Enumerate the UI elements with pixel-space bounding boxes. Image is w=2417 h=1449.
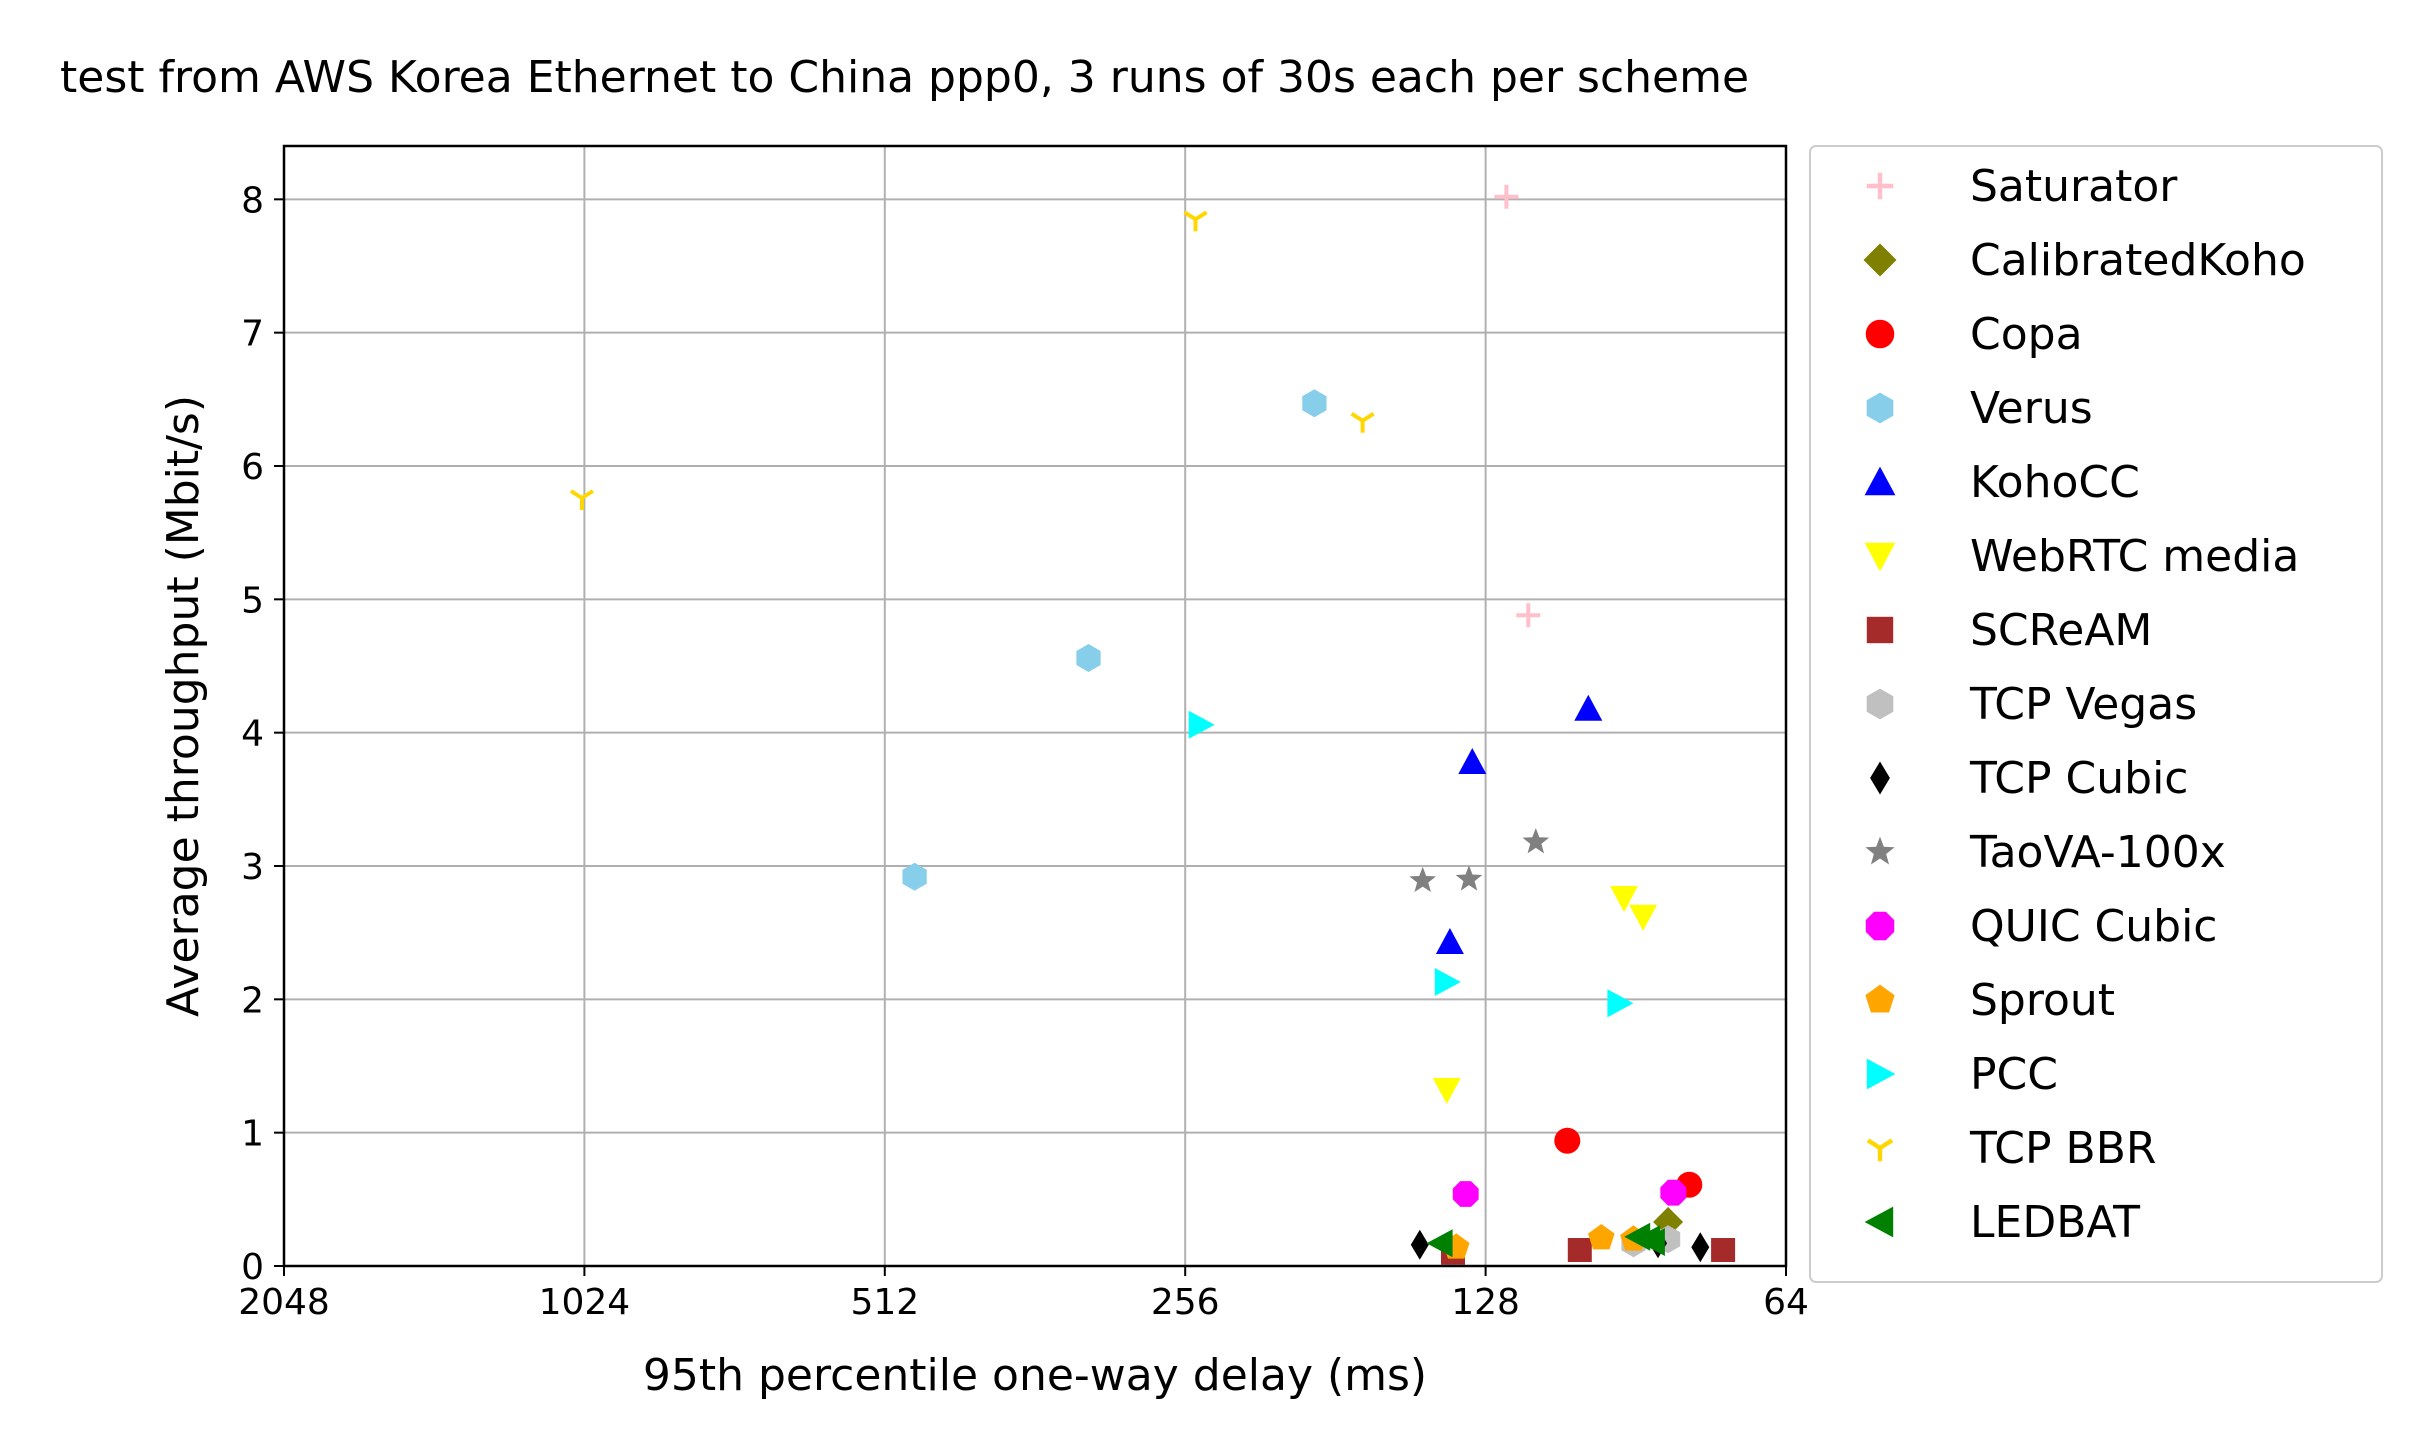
x-tick-label: 512 <box>850 1282 919 1323</box>
legend-marker <box>1863 243 1897 277</box>
legend-label: WebRTC media <box>1970 531 2299 582</box>
y-tick-label: 8 <box>241 180 264 221</box>
legend-label: Saturator <box>1970 161 2178 212</box>
data-point <box>1574 694 1603 721</box>
data-point <box>1458 748 1487 774</box>
series-webrtc-media <box>1432 886 1658 1104</box>
data-point <box>1452 1181 1479 1207</box>
legend-marker <box>1866 1058 1896 1090</box>
x-axis-label: 95th percentile one-way delay (ms) <box>643 1350 1427 1401</box>
y-tick-label: 5 <box>241 580 264 621</box>
data-point <box>1516 603 1541 628</box>
legend-label: Copa <box>1970 309 2083 360</box>
legend-marker <box>1864 1206 1894 1238</box>
data-point <box>1076 644 1101 672</box>
axis-ticks: 2048 1024 512 256 128 64 0 1 2 3 4 5 6 7 8 <box>238 180 1809 1323</box>
y-tick-label: 7 <box>241 314 264 355</box>
data-point <box>1554 1127 1581 1154</box>
legend-marker <box>1864 542 1896 572</box>
x-tick-label: 64 <box>1763 1282 1809 1323</box>
plot-area <box>282 144 1788 1268</box>
data-point <box>569 489 594 510</box>
data-point <box>1434 968 1461 996</box>
legend-label: Verus <box>1970 383 2093 434</box>
data-point <box>1426 1229 1453 1258</box>
data-point <box>1302 389 1327 418</box>
data-point <box>1660 1179 1687 1206</box>
y-tick-label: 2 <box>241 980 264 1021</box>
series-pcc <box>1188 710 1634 1018</box>
legend-marker <box>1865 836 1895 865</box>
data-point <box>1435 928 1464 954</box>
legend-marker <box>1865 984 1895 1013</box>
data-point <box>1567 1238 1592 1262</box>
legend-marker <box>1864 466 1896 496</box>
data-point <box>1409 866 1437 893</box>
data-point <box>1587 1224 1615 1250</box>
data-point <box>1607 989 1634 1018</box>
series-saturator <box>1494 184 1541 628</box>
legend-label: CalibratedKoho <box>1970 235 2306 286</box>
data-point <box>1455 865 1483 891</box>
legend-marker <box>1866 616 1894 644</box>
x-tick-label: 128 <box>1451 1282 1520 1323</box>
data-point <box>1188 710 1215 739</box>
legend-marker <box>1865 319 1895 349</box>
series-tcp-bbr <box>569 210 1375 510</box>
y-tick-label: 6 <box>241 447 264 488</box>
legend-marker <box>1870 761 1890 795</box>
y-tick-label: 4 <box>241 714 264 755</box>
series-kohocc <box>1435 694 1603 954</box>
data-point <box>1711 1238 1736 1262</box>
legend-label: TaoVA-100x <box>1969 827 2226 878</box>
legend-marker <box>1865 911 1895 941</box>
series-ledbat <box>1426 1222 1665 1258</box>
legend-marker <box>1866 688 1894 720</box>
series-quic-cubic <box>1452 1179 1687 1207</box>
legend: Saturator CalibratedKoho Copa Verus KohoCC We… <box>1809 145 2383 1283</box>
data-point <box>1350 412 1375 433</box>
data-point <box>1183 210 1208 232</box>
y-tick-label: 3 <box>241 847 264 888</box>
data-point <box>1610 886 1638 912</box>
data-point <box>1629 904 1658 931</box>
series-taova-100x <box>1409 828 1550 893</box>
data-point <box>1494 184 1519 209</box>
legend-label: KohoCC <box>1970 457 2140 508</box>
legend-label: PCC <box>1970 1049 2058 1100</box>
x-tick-label: 1024 <box>539 1282 631 1323</box>
legend-label: TCP Cubic <box>1969 753 2189 804</box>
legend-frame <box>1809 145 2383 1283</box>
y-tick-label: 0 <box>241 1247 264 1288</box>
legend-marker <box>1866 1138 1894 1162</box>
legend-label: TCP BBR <box>1969 1123 2156 1174</box>
data-point <box>1522 828 1550 854</box>
y-tick-label: 1 <box>241 1114 264 1155</box>
legend-label: TCP Vegas <box>1969 679 2197 730</box>
data-point <box>1432 1078 1461 1104</box>
x-tick-label: 256 <box>1151 1282 1220 1323</box>
legend-label: QUIC Cubic <box>1970 901 2217 952</box>
y-axis-label: Average throughput (Mbit/s) <box>158 395 209 1017</box>
data-points <box>569 184 1736 1265</box>
data-point <box>1653 1207 1684 1237</box>
data-point <box>1638 1228 1665 1256</box>
series-calibratedkoho <box>1653 1207 1684 1237</box>
legend-label: LEDBAT <box>1970 1197 2140 1248</box>
legend-label: Sprout <box>1970 975 2115 1026</box>
chart-title: test from AWS Korea Ethernet to China pp… <box>60 52 1749 103</box>
grid <box>283 146 1787 1267</box>
legend-label: SCReAM <box>1970 605 2152 656</box>
data-point <box>902 862 927 891</box>
legend-marker <box>1866 392 1894 424</box>
data-point <box>1691 1232 1710 1263</box>
legend-marker <box>1866 172 1894 200</box>
series-verus <box>902 389 1327 891</box>
data-point <box>1410 1229 1429 1260</box>
x-tick-label: 2048 <box>238 1282 330 1323</box>
